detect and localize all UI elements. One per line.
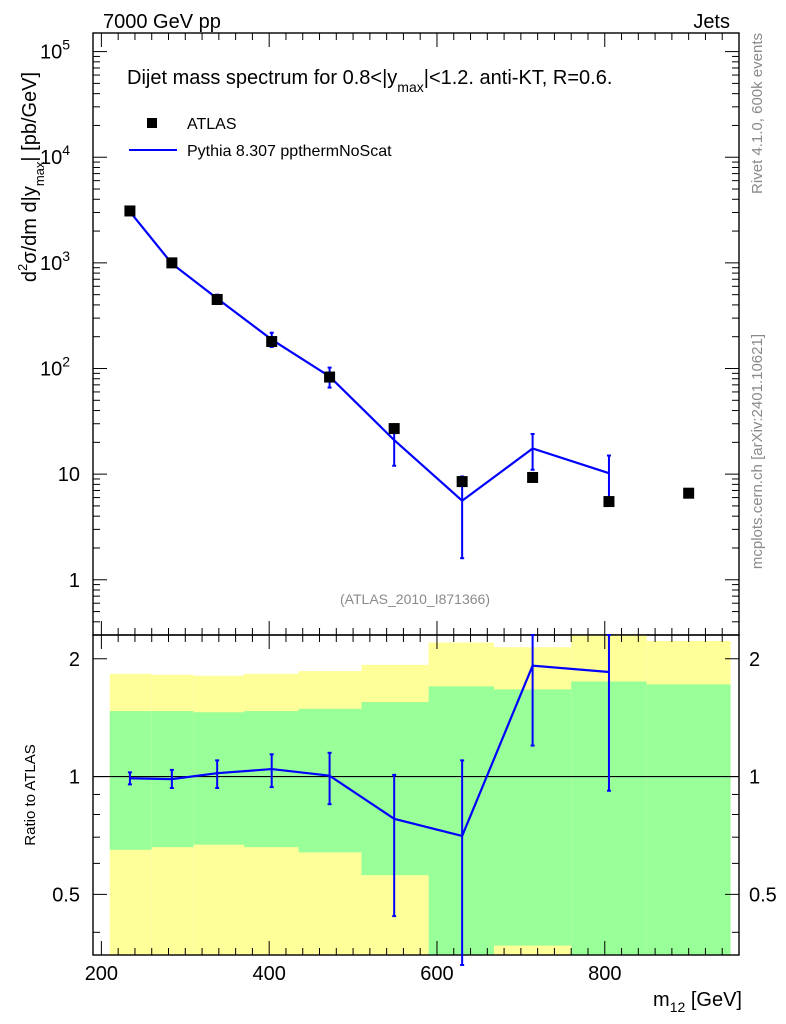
ratio-data-layer — [127, 634, 611, 967]
legend-data-label: ATLAS — [187, 116, 237, 133]
ratio-ytick-label-right: 1 — [749, 767, 760, 789]
ylabel-mid: σ/dm d|y — [19, 186, 41, 264]
analysis-watermark: (ATLAS_2010_I871366) — [340, 591, 490, 607]
legend: ATLAS Pythia 8.307 ppthermNoScat — [129, 116, 392, 160]
header-right: Jets — [693, 11, 730, 33]
main-ylabel: d2σ/dm d|ymax| [pb/GeV] — [15, 72, 47, 282]
ratio-xtick-label: 600 — [420, 963, 453, 985]
atlas-data-point — [388, 423, 400, 435]
main-title: Dijet mass spectrum for 0.8<|ymax|<1.2. … — [127, 67, 612, 95]
main-ytick-label: 104 — [40, 142, 70, 169]
legend-mc-label: Pythia 8.307 ppthermNoScat — [187, 143, 392, 160]
atlas-data-point — [683, 487, 695, 499]
ratio-ytick-label: 0.5 — [52, 884, 80, 906]
xlabel-sub: 12 — [670, 999, 686, 1015]
ytick-base: 10 — [40, 147, 62, 169]
main-ytick-label: 1 — [69, 570, 80, 592]
header-left: 7000 GeV pp — [103, 11, 221, 33]
atlas-data-point — [527, 471, 539, 483]
ratio-xtick-label: 400 — [252, 963, 285, 985]
ratio-xtick-label: 800 — [588, 963, 621, 985]
legend-data-marker — [147, 118, 157, 128]
ratio-ylabel: Ratio to ATLAS — [22, 744, 39, 845]
xlabel-post: [GeV] — [685, 989, 742, 1011]
ratio-band-green — [646, 684, 731, 955]
ylabel-sup: 2 — [15, 264, 30, 271]
atlas-data-point — [211, 293, 223, 305]
main-data-layer — [124, 205, 695, 560]
atlas-data-point — [456, 476, 468, 488]
ytick-base: 10 — [40, 359, 62, 381]
main-ytick-label: 10 — [58, 464, 80, 486]
main-ytick-label: 103 — [40, 248, 70, 275]
rivet-label: Rivet 4.1.0, 600k events — [749, 33, 766, 194]
ratio-ytick-label: 1 — [69, 767, 80, 789]
title-sub: max — [397, 79, 423, 95]
ratio-xlabel: m12 [GeV] — [653, 989, 742, 1015]
ytick-base: 10 — [40, 42, 62, 64]
title-pre: Dijet mass spectrum for 0.8<|y — [127, 67, 397, 89]
mc-series-line — [129, 211, 610, 503]
xlabel-pre: m — [653, 989, 670, 1011]
ytick-exponent: 4 — [62, 142, 70, 158]
ratio-xtick-label: 200 — [85, 963, 118, 985]
atlas-data-point — [124, 205, 136, 217]
main-ytick-label: 105 — [40, 37, 70, 64]
ytick-base: 10 — [40, 253, 62, 275]
ratio-band-layer — [109, 635, 731, 955]
atlas-data-point — [324, 371, 336, 383]
ratio-band-green — [193, 712, 245, 845]
ylabel-sub: max — [32, 161, 47, 186]
ratio-ytick-label: 2 — [69, 649, 80, 671]
ylabel-pre: d — [19, 271, 41, 282]
ratio-ytick-label-right: 2 — [749, 649, 760, 671]
ratio-tick-layer: 200 400 600 800 0.5 0.5 1 1 2 2 — [52, 635, 777, 985]
ylabel-post: | [pb/GeV] — [19, 72, 41, 162]
ytick-exponent: 2 — [62, 354, 70, 370]
ratio-ytick-label-right: 0.5 — [749, 884, 777, 906]
ratio-frame — [92, 634, 740, 956]
atlas-data-point — [603, 496, 615, 508]
atlas-data-point — [266, 336, 278, 348]
ytick-exponent: 3 — [62, 248, 70, 264]
main-ytick-label: 102 — [40, 354, 70, 381]
title-post: |<1.2. anti-KT, R=0.6. — [424, 67, 613, 89]
mcplots-label: mcplots.cern.ch [arXiv:2401.10621] — [749, 334, 766, 569]
ytick-exponent: 5 — [62, 37, 70, 53]
atlas-data-point — [166, 257, 178, 269]
